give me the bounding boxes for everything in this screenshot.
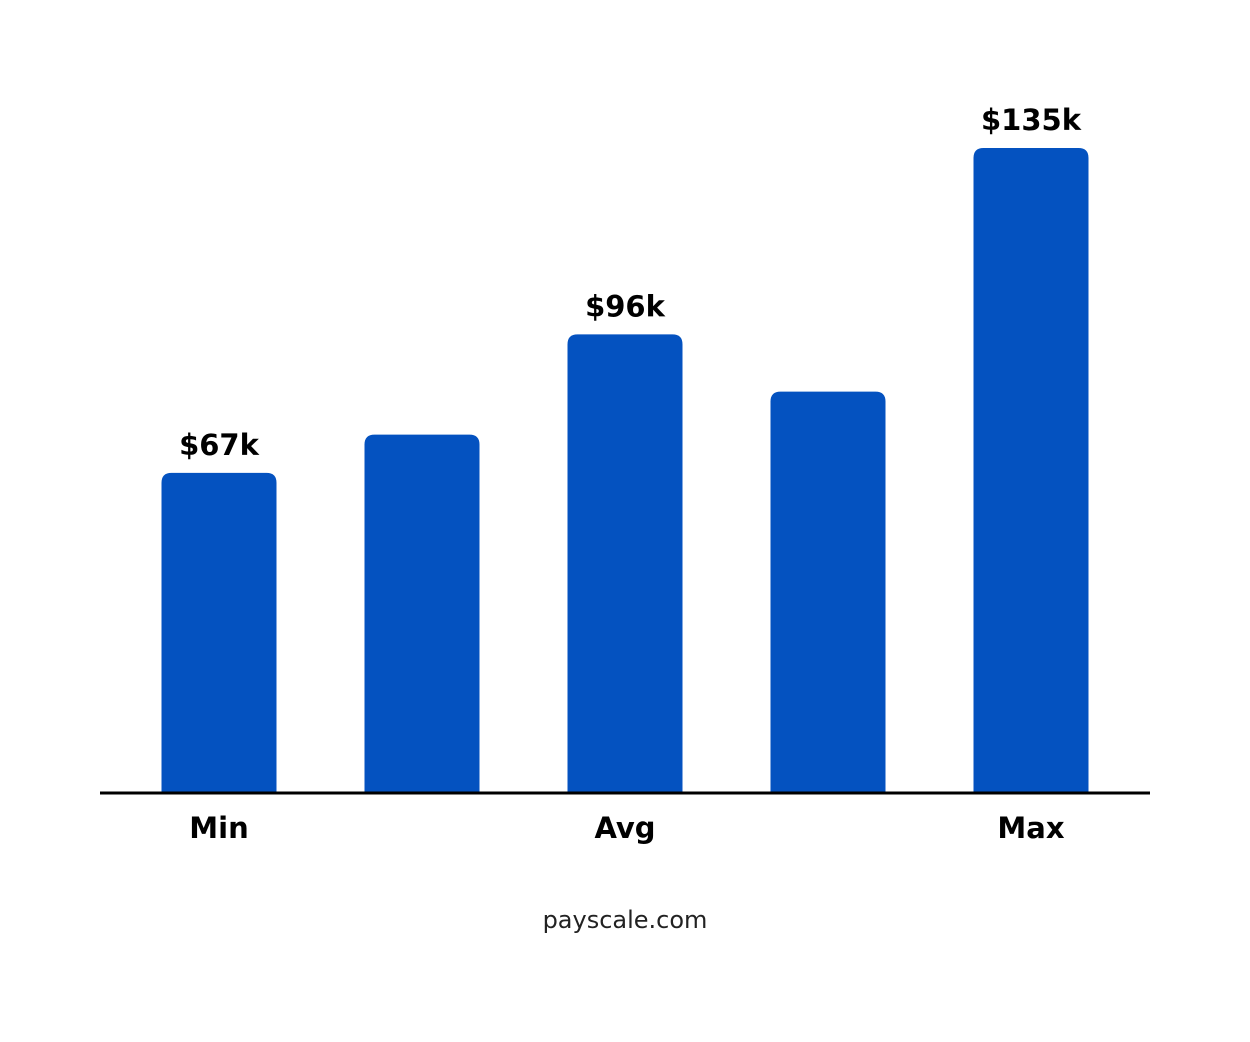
source: payscale.com — [543, 906, 708, 934]
bar — [161, 472, 277, 793]
bar — [973, 148, 1089, 793]
x-tick-label: Max — [997, 811, 1064, 845]
bar — [364, 434, 480, 793]
x-tick-label: Min — [189, 811, 248, 845]
x-tick-label: Avg — [594, 811, 655, 845]
bar — [770, 391, 886, 793]
value-label: $96k — [585, 289, 666, 323]
value-label: $135k — [981, 103, 1082, 137]
value-label: $67k — [179, 428, 260, 462]
bar — [567, 334, 683, 793]
